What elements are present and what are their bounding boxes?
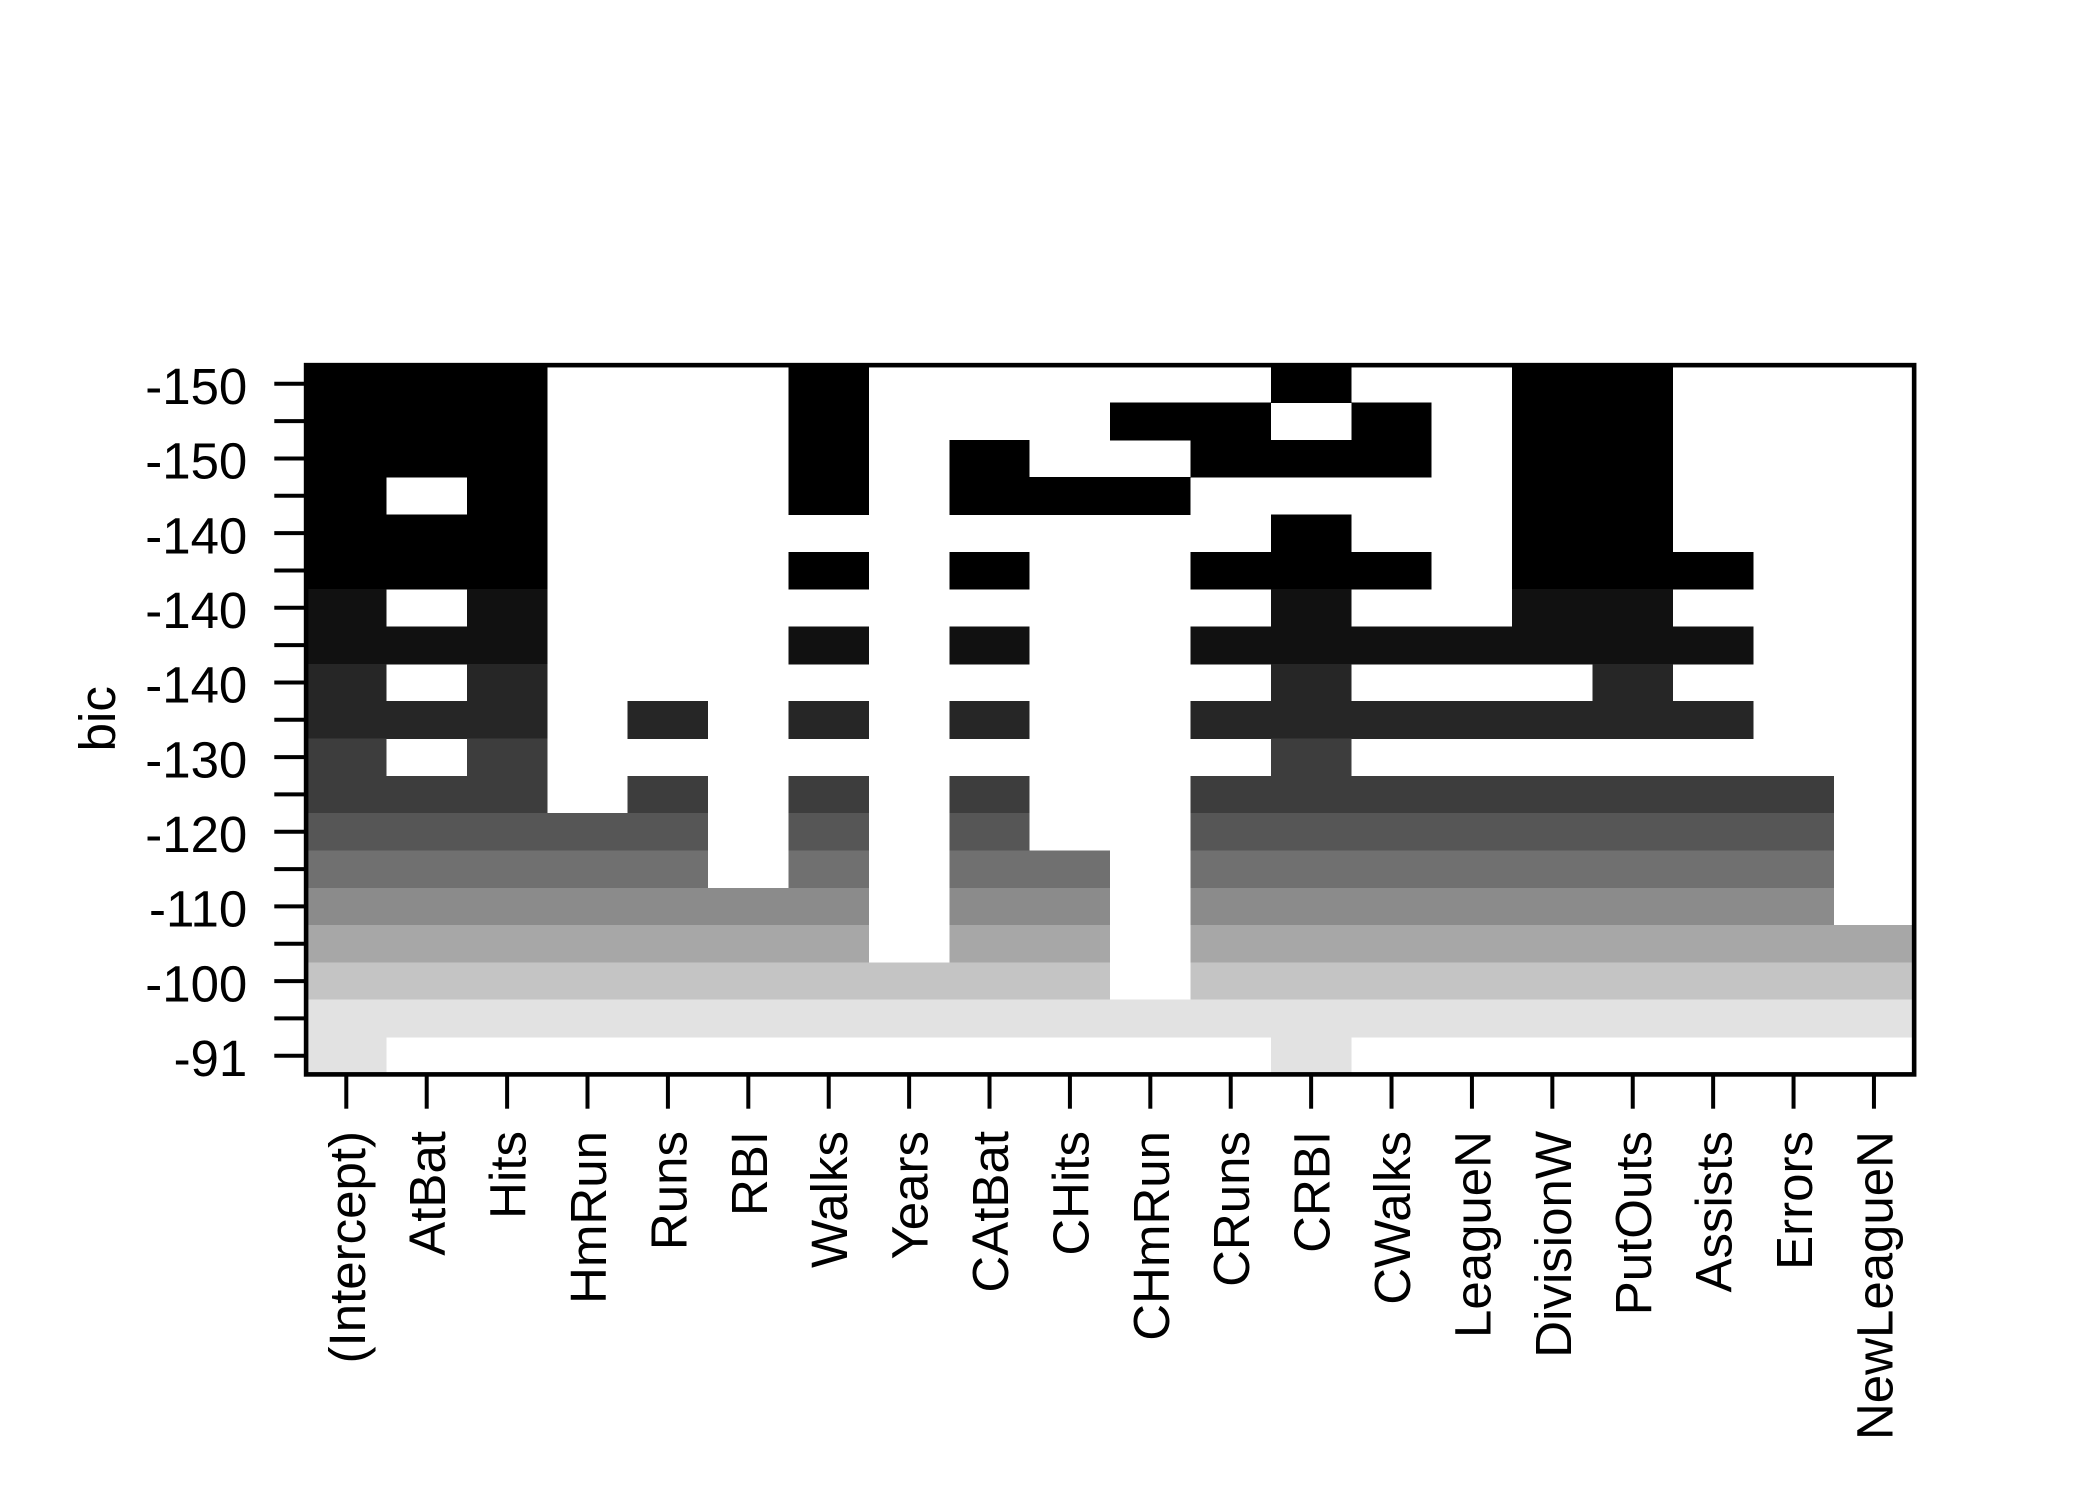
svg-text:CWalks: CWalks [1364,1131,1421,1305]
svg-text:LeagueN: LeagueN [1444,1131,1501,1338]
svg-text:Assists: Assists [1686,1131,1743,1293]
svg-text:-120: -120 [145,806,247,863]
svg-text:CHmRun: CHmRun [1123,1131,1180,1341]
svg-text:PutOuts: PutOuts [1605,1131,1662,1315]
svg-text:AtBat: AtBat [399,1131,456,1256]
svg-text:CAtBat: CAtBat [962,1131,1019,1293]
svg-text:(Intercept): (Intercept) [319,1131,376,1363]
svg-text:HmRun: HmRun [560,1131,617,1304]
svg-text:DivisionW: DivisionW [1525,1131,1582,1358]
svg-text:Hits: Hits [480,1131,537,1219]
svg-text:Errors: Errors [1766,1131,1823,1270]
svg-text:Years: Years [882,1131,939,1260]
svg-text:CRuns: CRuns [1203,1131,1260,1287]
svg-text:CHits: CHits [1042,1131,1099,1256]
svg-text:-140: -140 [145,582,247,639]
svg-text:-130: -130 [145,731,247,788]
svg-text:NewLeagueN: NewLeagueN [1846,1131,1903,1440]
svg-text:-150: -150 [145,433,247,490]
svg-text:-150: -150 [145,358,247,415]
svg-text:-140: -140 [145,657,247,714]
svg-text:-91: -91 [174,1030,248,1087]
svg-text:Walks: Walks [801,1131,858,1268]
svg-text:RBI: RBI [721,1131,778,1216]
svg-text:-100: -100 [145,955,247,1012]
svg-text:-140: -140 [145,507,247,564]
svg-text:bic: bic [69,686,126,751]
svg-text:-110: -110 [149,881,247,938]
svg-text:CRBI: CRBI [1284,1131,1341,1253]
svg-text:Runs: Runs [640,1131,697,1250]
